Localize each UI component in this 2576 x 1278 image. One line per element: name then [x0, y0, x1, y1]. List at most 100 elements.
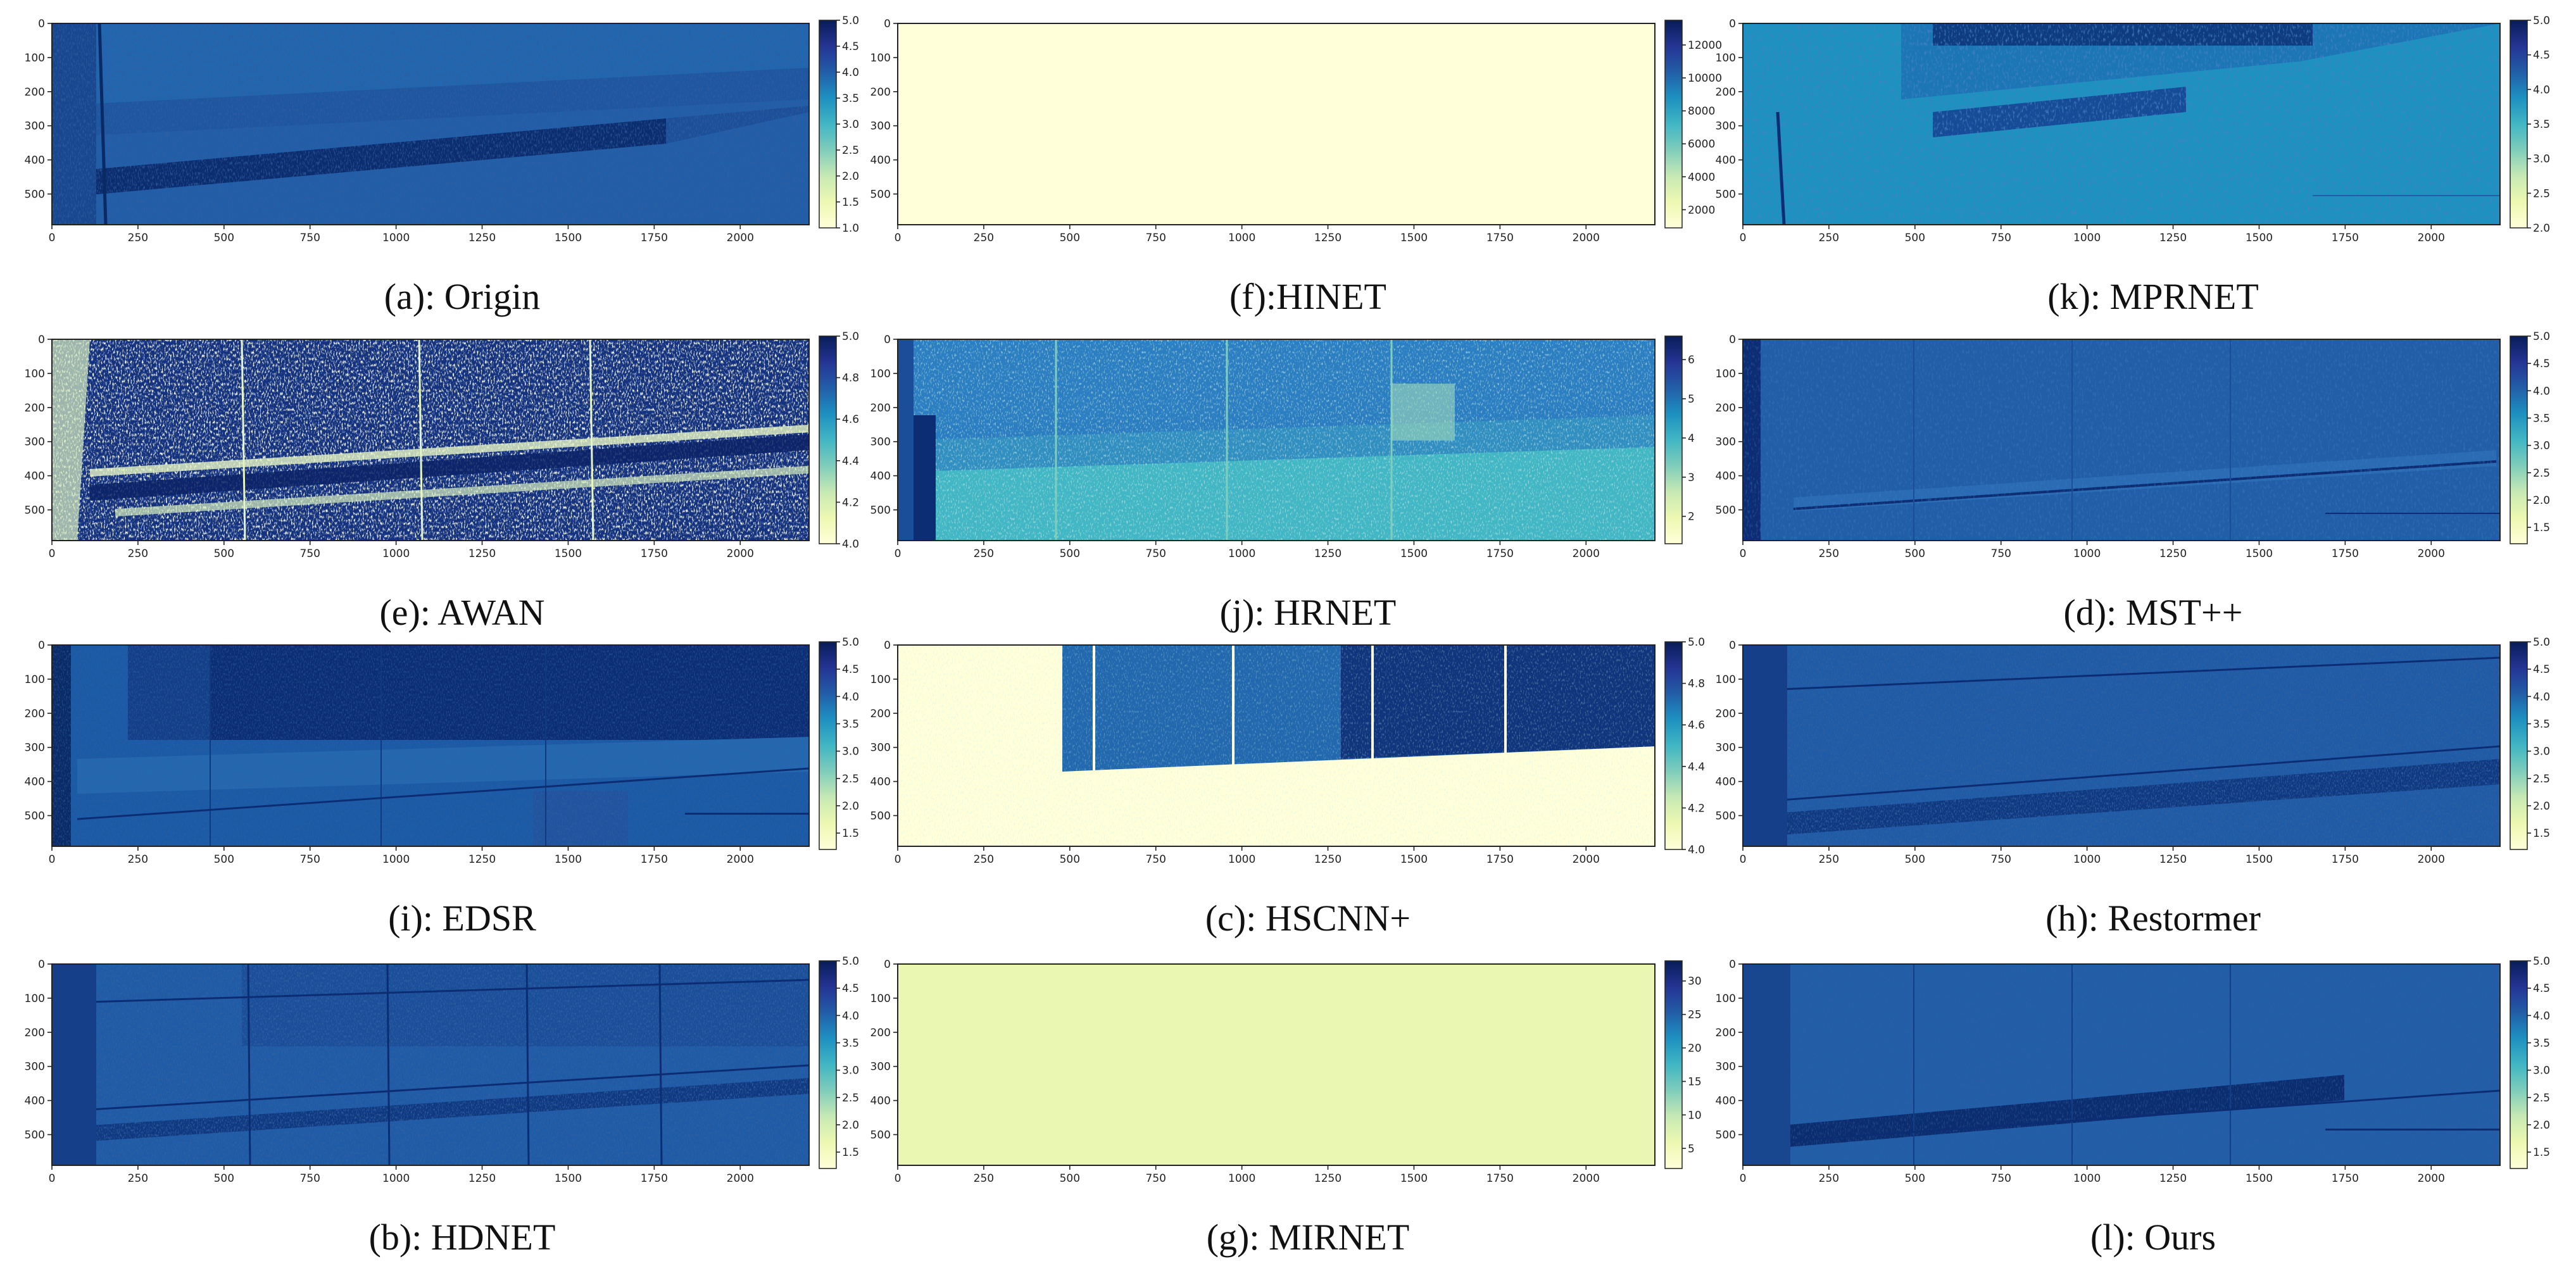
colorbar-tick-label: 3.5	[842, 1037, 859, 1049]
x-tick-label: 250	[974, 853, 994, 866]
colorbar-tick-label: 4.8	[842, 372, 859, 385]
colorbar-tick-label: 3.0	[2533, 1065, 2550, 1077]
y-tick-label: 200	[1716, 708, 1736, 720]
y-tick-label: 200	[870, 1027, 891, 1039]
y-tick-label: 200	[1716, 402, 1736, 415]
x-tick-label: 1000	[2073, 232, 2101, 244]
panel-caption: (g): MIRNET	[1207, 1217, 1410, 1258]
heatmap-image	[898, 23, 1655, 225]
x-tick-label: 1000	[1228, 548, 1255, 560]
colorbar-tick-label: 2.5	[2533, 1092, 2550, 1105]
y-tick-label: 100	[25, 368, 45, 380]
x-tick-label: 1000	[382, 548, 410, 560]
x-tick-label: 2000	[1573, 548, 1600, 560]
colorbar-tick-label: 4	[1688, 432, 1695, 445]
x-tick-label: 500	[214, 548, 234, 560]
x-tick-label: 1750	[641, 1172, 668, 1185]
x-tick-label: 2000	[1573, 1172, 1600, 1185]
x-tick-label: 1750	[1486, 1172, 1514, 1185]
heatmap-panel: 0 250 500 750 1000 1250 1500 1750 2000 0 100 200 300…	[1716, 636, 2551, 939]
y-tick-label: 400	[1716, 154, 1736, 167]
heatmap-panel: 0 250 500 750 1000 1250 1500 1750 2000 0 100 200 300…	[1716, 15, 2551, 317]
y-tick-label: 500	[25, 810, 45, 822]
y-tick-label: 400	[1716, 776, 1736, 789]
x-tick-label: 2000	[2418, 853, 2445, 866]
x-tick-label: 1250	[1314, 548, 1341, 560]
x-tick-label: 1250	[2159, 232, 2187, 244]
heatmap-image	[1743, 645, 2500, 846]
colorbar-tick-label: 2.5	[2533, 187, 2550, 200]
y-tick-label: 300	[1716, 742, 1736, 755]
colorbar-tick-label: 4.0	[842, 538, 859, 551]
y-tick-label: 0	[38, 18, 45, 30]
y-tick-label: 400	[870, 1095, 891, 1108]
heatmap-image	[52, 339, 809, 541]
colorbar-tick-label: 4.5	[842, 663, 859, 676]
colorbar-tick-label: 4.5	[2533, 663, 2550, 676]
x-tick-label: 1000	[382, 853, 410, 866]
x-tick-label: 1500	[2246, 853, 2273, 866]
axes-frame	[897, 963, 1656, 1166]
x-tick-label: 1250	[1314, 232, 1341, 244]
y-tick-label: 100	[1716, 52, 1736, 65]
y-tick-label: 400	[25, 154, 45, 167]
y-tick-label: 0	[884, 958, 891, 971]
colorbar	[1664, 20, 1683, 229]
y-tick-label: 100	[870, 52, 891, 65]
y-tick-label: 500	[1716, 188, 1736, 201]
x-tick-label: 2000	[1573, 853, 1600, 866]
axes-frame	[51, 963, 810, 1166]
y-tick-label: 300	[25, 742, 45, 755]
colorbar-tick-label: 2.0	[2533, 494, 2550, 507]
colorbar-tick-label: 3.5	[2533, 1037, 2550, 1049]
x-tick-label: 500	[1060, 232, 1080, 244]
colorbar-tick-label: 1.5	[2533, 522, 2550, 534]
colorbar-tick-label: 4.2	[842, 496, 859, 509]
colorbar-tick-label: 4000	[1688, 171, 1715, 184]
axes-frame	[1742, 963, 2501, 1166]
colorbar-tick-label: 4.8	[1688, 678, 1705, 691]
y-tick-label: 300	[25, 1061, 45, 1074]
x-tick-label: 250	[128, 853, 148, 866]
y-tick-label: 300	[25, 436, 45, 449]
colorbar-tick-label: 2.0	[2533, 800, 2550, 813]
x-tick-label: 1750	[641, 548, 668, 560]
heatmap-image	[898, 339, 1655, 541]
colorbar-tick-label: 3.0	[842, 1065, 859, 1077]
y-tick-label: 100	[1716, 368, 1736, 380]
y-tick-label: 500	[25, 504, 45, 517]
x-tick-label: 1000	[382, 1172, 410, 1185]
colorbar	[819, 641, 837, 850]
x-tick-label: 2000	[2418, 548, 2445, 560]
x-tick-label: 2000	[2418, 232, 2445, 244]
panel-caption: (l): Ours	[2090, 1217, 2216, 1258]
x-tick-label: 1000	[382, 232, 410, 244]
colorbar-tick-label: 4.0	[2533, 691, 2550, 703]
x-tick-label: 0	[49, 232, 56, 244]
y-tick-label: 500	[1716, 504, 1736, 517]
x-tick-label: 0	[1740, 232, 1747, 244]
x-tick-label: 750	[300, 548, 320, 560]
y-tick-label: 200	[1716, 1027, 1736, 1039]
y-tick-label: 500	[1716, 810, 1736, 822]
heatmap-panel: 0 250 500 750 1000 1250 1500 1750 2000 0 100 200 300…	[1716, 330, 2551, 633]
colorbar-tick-label: 5	[1688, 1143, 1695, 1155]
y-tick-label: 100	[1716, 673, 1736, 686]
y-tick-label: 100	[870, 673, 891, 686]
colorbar-tick-label: 10000	[1688, 72, 1722, 85]
y-tick-label: 400	[870, 470, 891, 483]
colorbar	[2510, 335, 2528, 544]
x-tick-label: 1500	[555, 232, 582, 244]
colorbar-tick-label: 3.5	[2533, 718, 2550, 730]
colorbar-tick-label: 5.0	[842, 15, 859, 27]
y-tick-label: 200	[25, 1027, 45, 1039]
colorbar-tick-label: 4.5	[2533, 49, 2550, 62]
x-tick-label: 750	[1146, 1172, 1166, 1185]
colorbar-tick-label: 5	[1688, 393, 1695, 406]
colorbar	[819, 20, 837, 229]
colorbar-tick-label: 2.5	[842, 1092, 859, 1105]
x-tick-label: 0	[895, 232, 902, 244]
colorbar-tick-label: 4.6	[1688, 719, 1705, 732]
x-tick-label: 1500	[2246, 232, 2273, 244]
